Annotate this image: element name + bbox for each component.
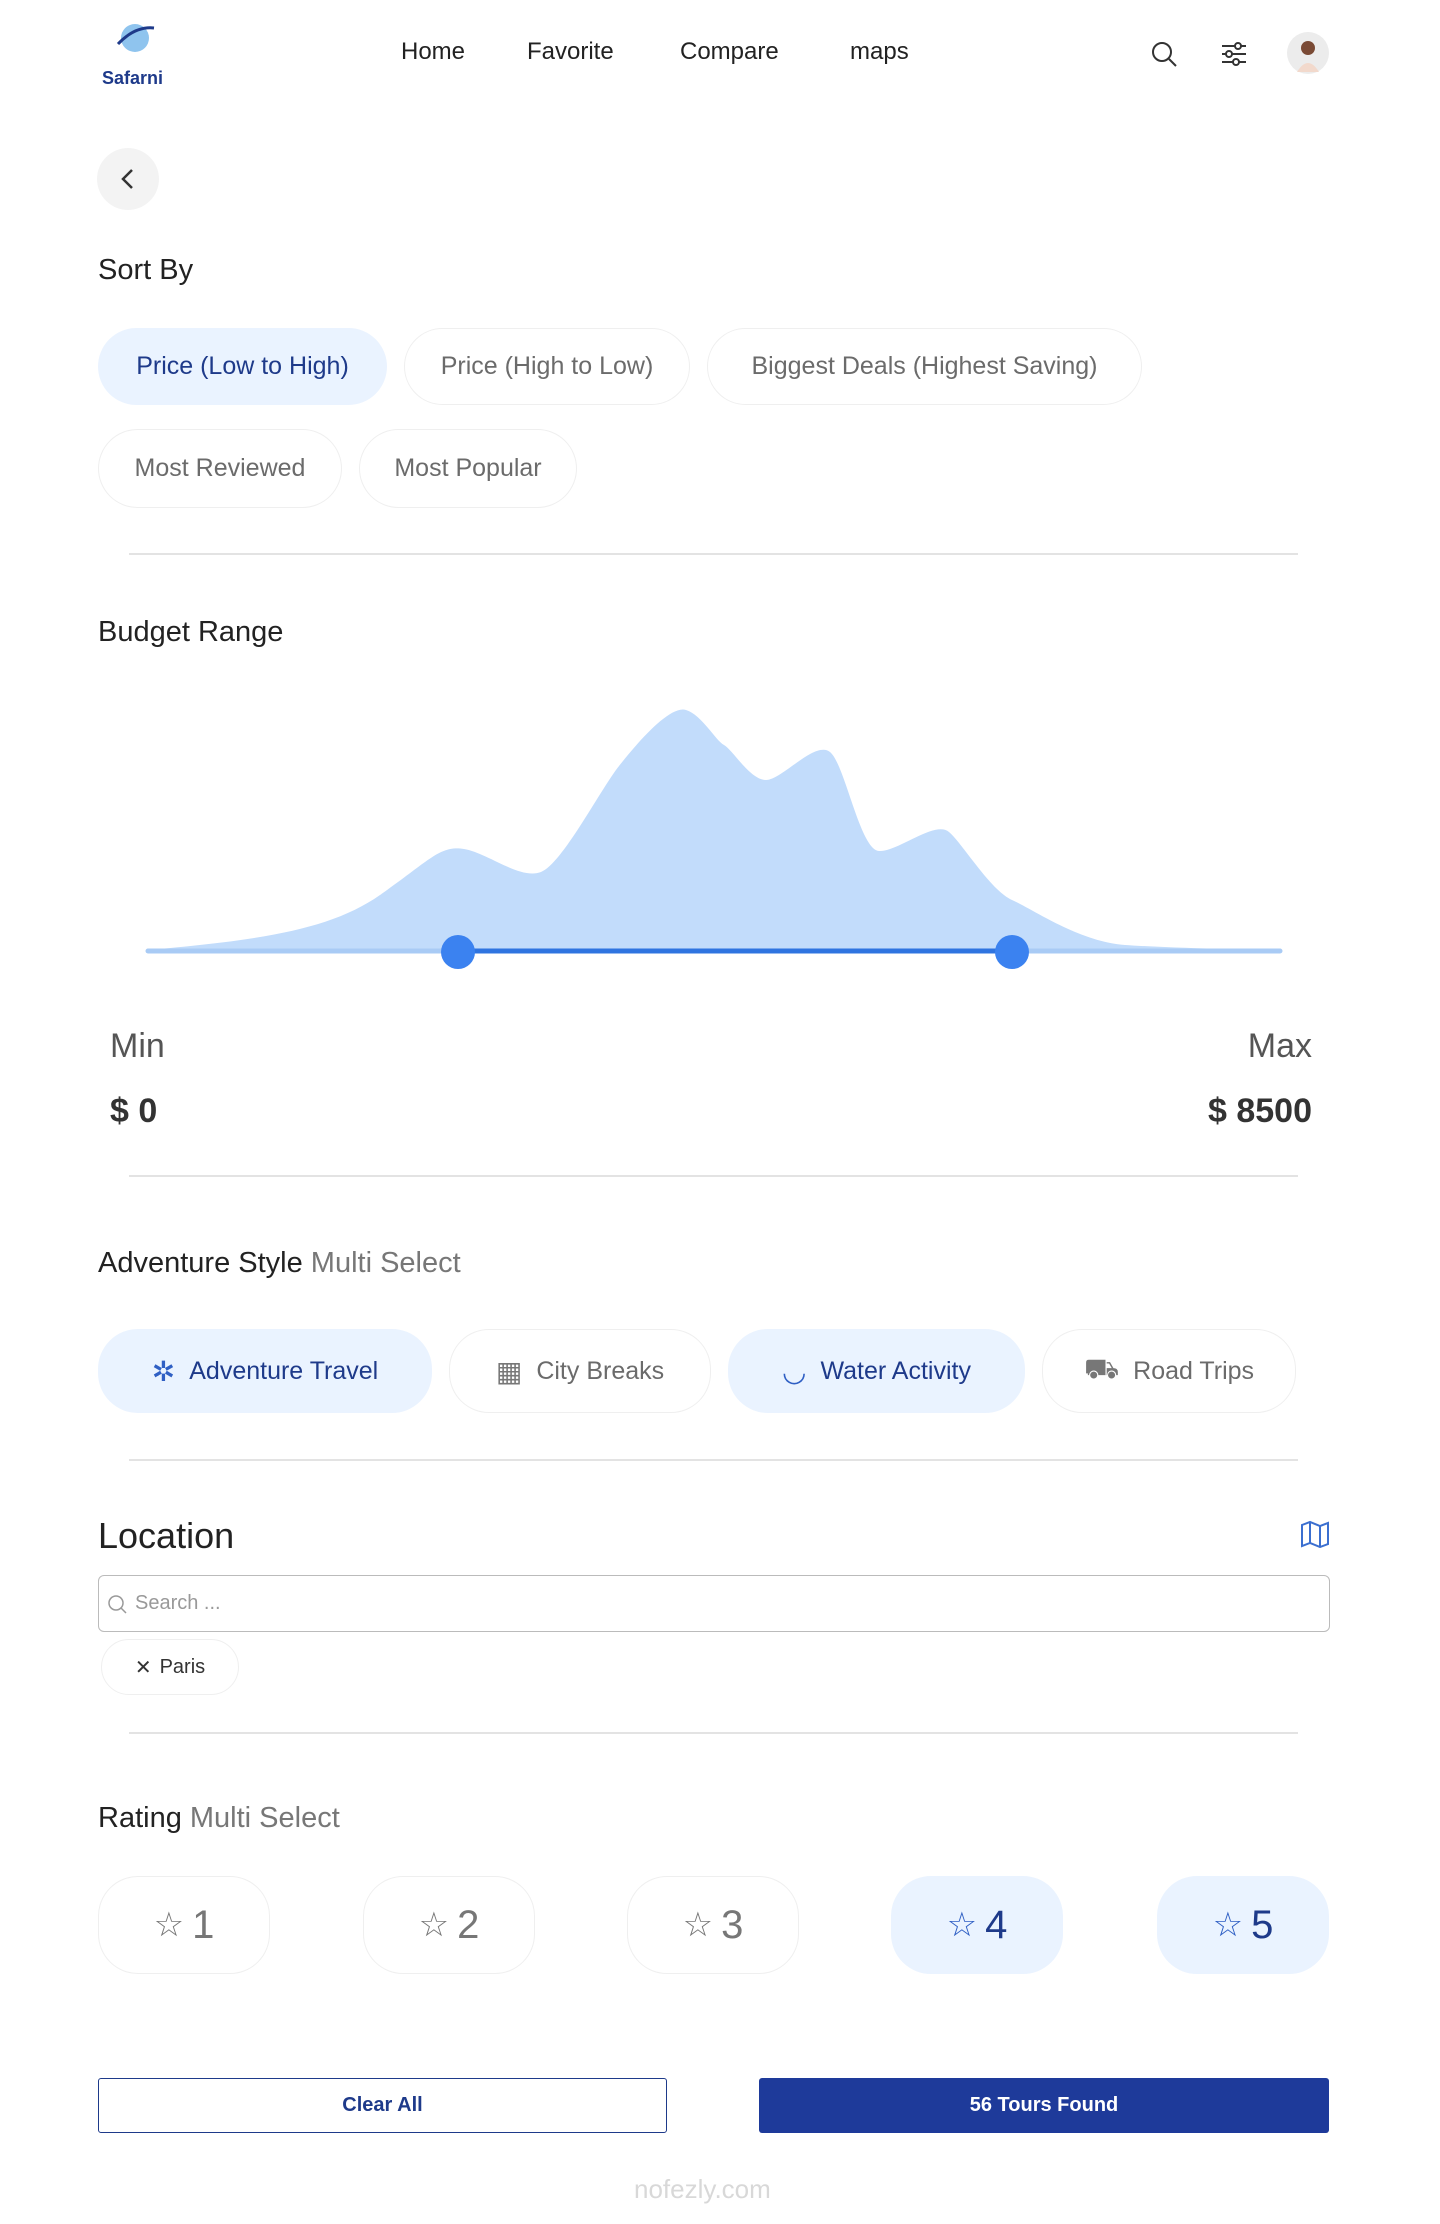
sort-option[interactable]: Price (Low to High): [98, 328, 387, 405]
slider-handle[interactable]: [441, 935, 475, 969]
min-value: $ 0: [110, 1092, 158, 1130]
nav-link[interactable]: Home: [401, 38, 466, 65]
slider-handle[interactable]: [995, 935, 1029, 969]
rating-label: 2: [457, 1902, 480, 1947]
sort-option[interactable]: Most Popular: [359, 429, 577, 508]
rating-label: 3: [721, 1902, 744, 1947]
search-icon: [108, 1595, 127, 1614]
style-icon: ✲: [151, 1355, 176, 1387]
results-button[interactable]: 56 Tours Found: [759, 2078, 1329, 2133]
divider: [129, 553, 1298, 555]
clear-button[interactable]: Clear All: [98, 2078, 667, 2133]
star-icon: ☆: [682, 1906, 714, 1944]
rating-option[interactable]: ☆ 4: [891, 1876, 1063, 1974]
divider: [129, 1459, 1298, 1461]
star-icon: ☆: [1212, 1906, 1244, 1944]
option-label: Road Trips: [1133, 1356, 1255, 1385]
filter-icon[interactable]: [1220, 40, 1248, 68]
divider: [129, 1175, 1298, 1177]
nav-link[interactable]: Favorite: [527, 38, 614, 65]
section-title: Rating Multi Select: [98, 1802, 340, 1835]
rating-option[interactable]: ☆ 2: [363, 1876, 535, 1974]
option-label: Price (Low to High): [136, 352, 349, 380]
max-label: Max: [1247, 1027, 1312, 1065]
option-label: Most Reviewed: [134, 454, 306, 482]
style-icon: ▦: [495, 1355, 523, 1387]
section-title: Budget Range: [98, 616, 284, 648]
max-value: $ 8500: [1208, 1092, 1312, 1130]
search-input[interactable]: Search ...: [98, 1575, 1330, 1632]
location-tag[interactable]: ✕ Paris: [101, 1639, 239, 1695]
rating-option[interactable]: ☆ 1: [98, 1876, 270, 1974]
rating-label: 5: [1251, 1902, 1274, 1947]
star-icon: ☆: [418, 1906, 450, 1944]
hint: Multi Select: [310, 1247, 461, 1279]
sort-option[interactable]: Biggest Deals (Highest Saving): [707, 328, 1142, 405]
search-icon[interactable]: [1150, 40, 1178, 68]
tag-label: Paris: [159, 1655, 206, 1678]
rating-label: 4: [985, 1902, 1008, 1947]
map-icon[interactable]: [1300, 1520, 1330, 1548]
rating-label: 1: [192, 1902, 215, 1947]
option-label: Most Popular: [394, 454, 542, 482]
option-label: Price (High to Low): [440, 352, 654, 380]
style-option[interactable]: ✲ Adventure Travel: [98, 1329, 432, 1413]
budget-chart[interactable]: [0, 680, 1440, 980]
rating-option[interactable]: ☆ 5: [1157, 1876, 1329, 1974]
section-title: Location: [98, 1515, 235, 1556]
sort-option[interactable]: Price (High to Low): [404, 328, 690, 405]
min-label: Min: [110, 1027, 165, 1065]
logo-icon: [116, 24, 155, 52]
section-title: Sort By: [98, 254, 194, 286]
star-icon: ☆: [946, 1906, 978, 1944]
style-icon: ⛟: [1083, 1353, 1120, 1384]
hint: Multi Select: [189, 1802, 340, 1834]
rating-option[interactable]: ☆ 3: [627, 1876, 799, 1974]
title: Rating: [98, 1802, 182, 1834]
nav-link[interactable]: Compare: [680, 38, 779, 65]
distribution-area: [148, 709, 1280, 950]
avatar[interactable]: [1287, 32, 1329, 74]
title: Adventure Style: [98, 1247, 303, 1279]
star-icon: ☆: [153, 1906, 185, 1944]
nav-link[interactable]: maps: [850, 38, 909, 65]
style-option[interactable]: ▦ City Breaks: [449, 1329, 711, 1413]
section-title: Adventure Style Multi Select: [98, 1247, 461, 1280]
option-label: City Breaks: [536, 1356, 665, 1385]
placeholder: Search ...: [135, 1592, 221, 1614]
style-option[interactable]: ⛟ Road Trips: [1042, 1329, 1296, 1413]
back-button[interactable]: [97, 148, 159, 210]
remove-icon[interactable]: ✕: [134, 1656, 152, 1679]
sort-option[interactable]: Most Reviewed: [98, 429, 342, 508]
logo[interactable]: Safarni: [102, 68, 164, 88]
option-label: Adventure Travel: [189, 1356, 379, 1385]
style-icon: ◡: [782, 1355, 807, 1387]
option-label: Biggest Deals (Highest Saving): [751, 352, 1098, 380]
watermark: nofezly.com: [634, 2174, 771, 2204]
option-label: Water Activity: [820, 1356, 971, 1385]
divider: [129, 1732, 1298, 1734]
style-option[interactable]: ◡ Water Activity: [728, 1329, 1025, 1413]
